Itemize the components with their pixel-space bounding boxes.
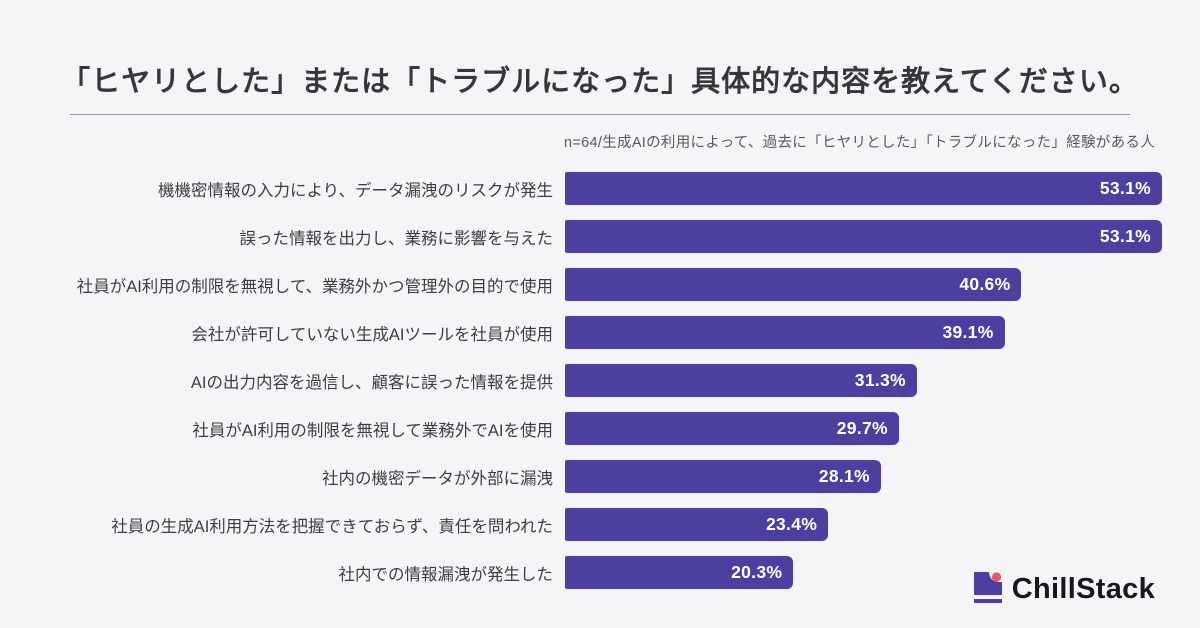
title-divider bbox=[70, 114, 1130, 115]
category-label: 機機密情報の入力により、データ漏洩のリスクが発生 bbox=[157, 181, 553, 200]
sample-size-note: n=64/生成AIの利用によって、過去に「ヒヤリとした」「トラブルになった」経験… bbox=[564, 135, 1155, 151]
bar: 20.3% bbox=[565, 556, 794, 589]
brand-logo: ChillStack bbox=[973, 572, 1155, 606]
bar-track: 23.4% bbox=[565, 508, 1162, 541]
bar: 39.1% bbox=[565, 316, 1005, 349]
category-label: 社内での情報漏洩が発生した bbox=[338, 565, 554, 584]
chart-row: 社員がAI利用の制限を無視して、業務外かつ管理外の目的で使用 40.6% bbox=[40, 268, 1162, 301]
bar-track: 31.3% bbox=[565, 364, 1162, 397]
value-label: 23.4% bbox=[765, 514, 818, 534]
page-title: 「ヒヤリとした」または「トラブルになった」具体的な内容を教えてください。 bbox=[61, 66, 1139, 98]
value-label: 28.1% bbox=[818, 466, 870, 486]
category-label: 誤った情報を出力し、業務に影響を与えた bbox=[239, 229, 554, 248]
bar: 29.7% bbox=[565, 412, 899, 445]
value-label: 31.3% bbox=[854, 370, 906, 390]
chart-row: 会社が許可していない生成AIツールを社員が使用 39.1% bbox=[40, 316, 1162, 349]
value-label: 40.6% bbox=[959, 274, 1011, 294]
bar-chart: 機機密情報の入力により、データ漏洩のリスクが発生 53.1% 誤った情報を出力し、業… bbox=[40, 172, 1162, 604]
value-label: 39.1% bbox=[942, 322, 994, 342]
bar: 28.1% bbox=[565, 460, 881, 493]
bar-track: 28.1% bbox=[565, 460, 1162, 493]
bar-track: 20.3% bbox=[565, 556, 1162, 589]
bar-track: 39.1% bbox=[565, 316, 1162, 349]
bar: 53.1% bbox=[565, 220, 1162, 253]
bar: 23.4% bbox=[565, 508, 829, 541]
value-label: 53.1% bbox=[1099, 226, 1151, 246]
value-label: 20.3% bbox=[731, 562, 783, 582]
chart-row: 社員がAI利用の制限を無視して業務外でAIを使用 29.7% bbox=[40, 412, 1162, 445]
bar-track: 53.1% bbox=[565, 172, 1162, 205]
bar-track: 29.7% bbox=[565, 412, 1162, 445]
chart-row: 社員の生成AI利用方法を把握できておらず、責任を問われた 23.4% bbox=[40, 508, 1162, 541]
bar: 53.1% bbox=[565, 172, 1162, 205]
chart-row: AIの出力内容を過信し、顧客に誤った情報を提供 31.3% bbox=[40, 364, 1162, 397]
chillstack-logo-icon bbox=[973, 572, 1002, 603]
chart-row: 社内での情報漏洩が発生した 20.3% bbox=[40, 556, 1162, 589]
value-label: 29.7% bbox=[836, 418, 888, 438]
bar-track: 40.6% bbox=[565, 268, 1162, 301]
value-label: 53.1% bbox=[1099, 178, 1151, 198]
category-label: 会社が許可していない生成AIツールを社員が使用 bbox=[191, 325, 553, 344]
category-label: 社員の生成AI利用方法を把握できておらず、責任を問われた bbox=[111, 517, 553, 536]
category-label: AIの出力内容を過信し、顧客に誤った情報を提供 bbox=[190, 373, 553, 392]
brand-name: ChillStack bbox=[1011, 572, 1155, 605]
chart-row: 誤った情報を出力し、業務に影響を与えた 53.1% bbox=[40, 220, 1162, 253]
chart-row: 社内の機密データが外部に漏洩 28.1% bbox=[40, 460, 1162, 493]
bar: 40.6% bbox=[565, 268, 1022, 301]
bar-track: 53.1% bbox=[565, 220, 1162, 253]
bar: 31.3% bbox=[565, 364, 917, 397]
chart-row: 機機密情報の入力により、データ漏洩のリスクが発生 53.1% bbox=[40, 172, 1162, 205]
category-label: 社員がAI利用の制限を無視して、業務外かつ管理外の目的で使用 bbox=[76, 277, 553, 296]
category-label: 社員がAI利用の制限を無視して業務外でAIを使用 bbox=[192, 421, 553, 440]
category-label: 社内の機密データが外部に漏洩 bbox=[322, 469, 553, 488]
